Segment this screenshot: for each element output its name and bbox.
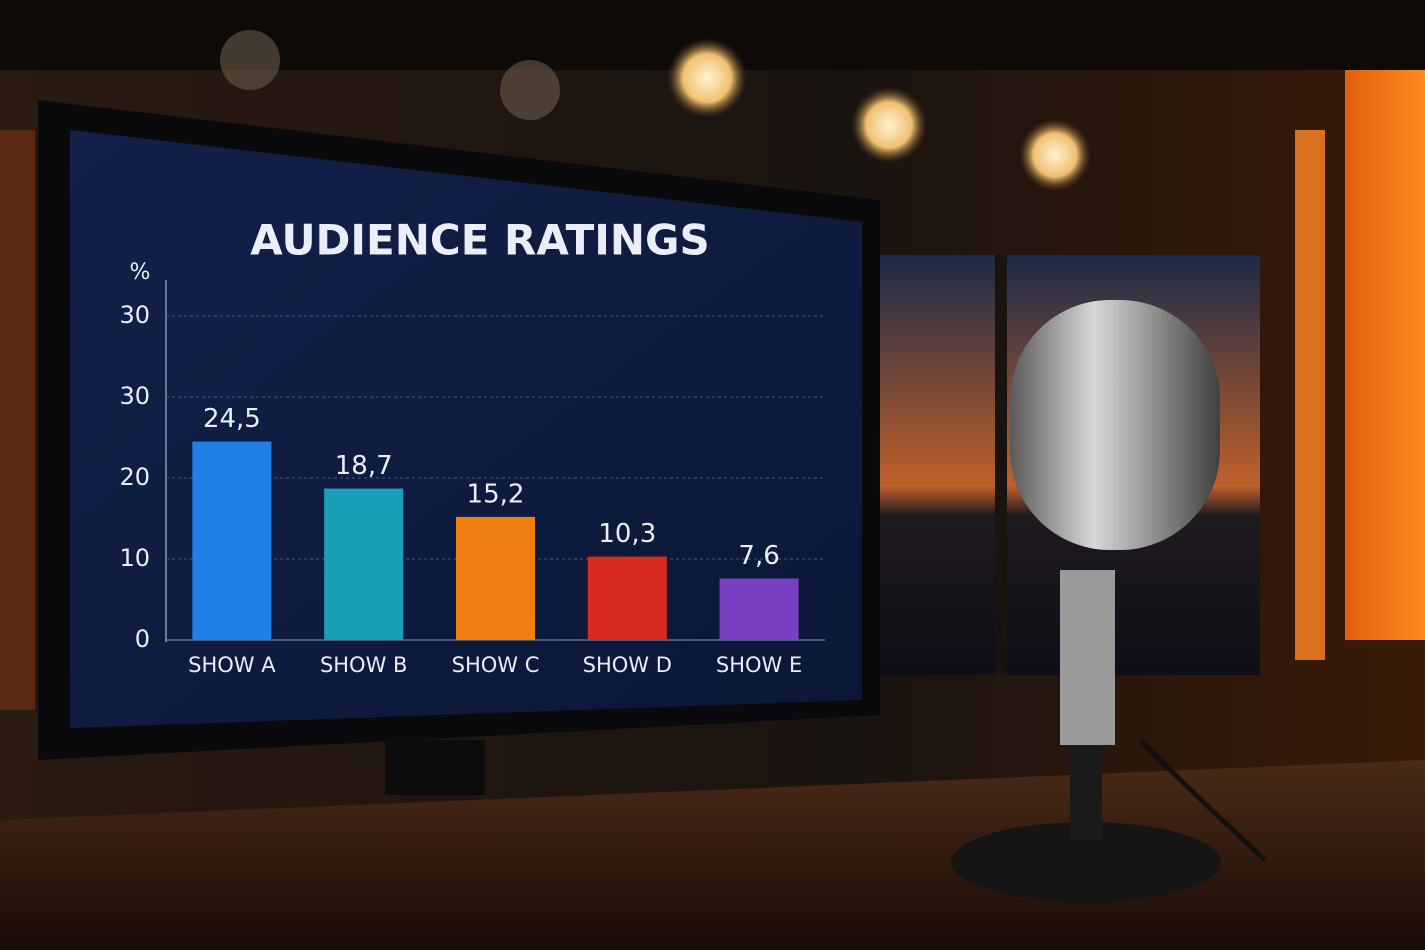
left-window	[0, 130, 35, 710]
light	[667, 38, 747, 118]
bar	[587, 556, 667, 640]
value-label: 15,2	[467, 479, 525, 509]
monitor-stand	[385, 740, 485, 795]
chart: AUDIENCE RATINGS % 0 10 20 30 30 SHOW A 24,5 SH…	[119, 216, 825, 677]
orange-strip	[1295, 130, 1325, 660]
light	[500, 60, 560, 120]
y-axis-label: %	[130, 260, 151, 285]
x-tick-label: SHOW B	[320, 653, 408, 677]
value-label: 10,3	[598, 519, 656, 549]
mic-base	[951, 822, 1221, 902]
window-frame	[995, 255, 1007, 675]
bar	[324, 488, 404, 640]
value-label: 18,7	[335, 451, 393, 481]
x-tick-label: SHOW E	[716, 653, 802, 677]
x-tick-label: SHOW C	[452, 653, 540, 677]
light	[851, 87, 927, 163]
bar	[455, 516, 536, 640]
y-tick-label: 30	[119, 382, 150, 410]
desk	[0, 760, 1425, 950]
orange-panel	[1345, 40, 1425, 640]
value-label: 7,6	[738, 541, 779, 571]
y-tick-label: 10	[119, 544, 150, 572]
value-label: 24,5	[203, 404, 261, 434]
y-tick-label: 0	[135, 625, 150, 653]
x-tick-label: SHOW A	[188, 653, 276, 677]
mic-holder	[1060, 570, 1115, 745]
stage-lights	[220, 30, 1091, 191]
chart-title: AUDIENCE RATINGS	[250, 216, 710, 265]
light	[220, 30, 280, 90]
mic-head	[1010, 300, 1220, 550]
bar	[719, 578, 799, 640]
x-tick-label: SHOW D	[583, 653, 672, 677]
y-tick-label: 30	[119, 301, 150, 329]
mic-stand	[1070, 740, 1102, 840]
mic-cable	[1138, 738, 1267, 862]
light	[1019, 119, 1091, 191]
microphone	[951, 300, 1267, 902]
bar	[192, 441, 272, 640]
y-tick-label: 20	[119, 463, 150, 491]
